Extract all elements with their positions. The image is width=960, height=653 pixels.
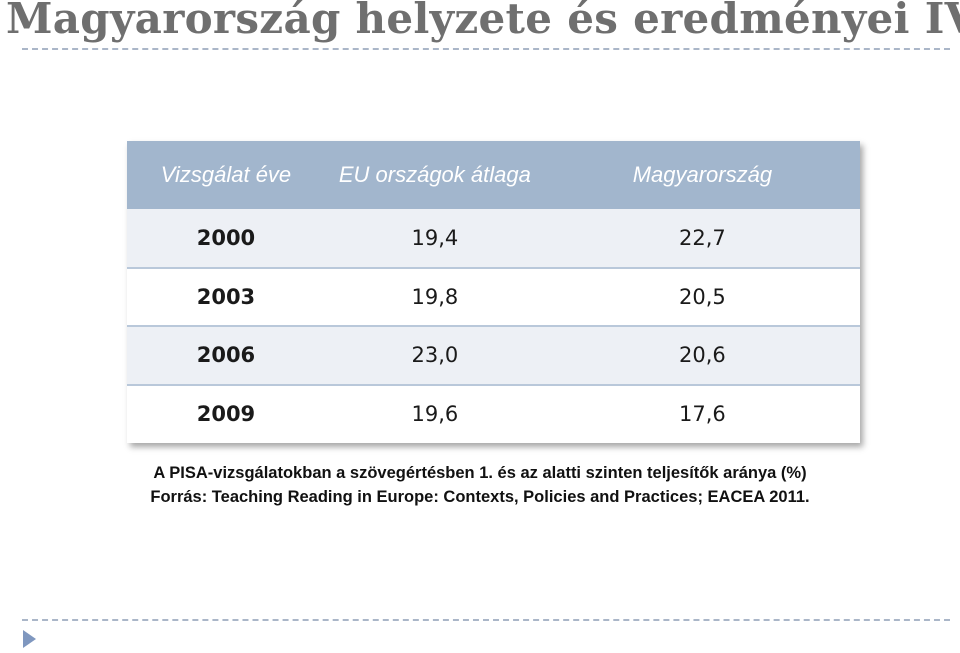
hu-value-cell: 20,5 — [544, 266, 860, 326]
top-divider — [22, 48, 950, 50]
hu-value-cell: 20,6 — [544, 325, 860, 385]
table-caption: A PISA-vizsgálatokban a szövegértésben 1… — [153, 464, 807, 482]
header-year: Vizsgálat éve — [160, 162, 292, 187]
bottom-divider — [22, 619, 950, 621]
slide-title: Magyarország helyzete és eredményei IV. — [6, 0, 960, 43]
table-row: 2000 19,4 22,7 — [127, 209, 860, 268]
hu-value-cell: 22,7 — [679, 225, 726, 250]
year-cell: 2006 — [127, 325, 325, 385]
year-cell: 2003 — [127, 266, 325, 326]
eu-value-cell: 19,4 — [411, 225, 459, 250]
table-header-row: Vizsgálat éve EU országok átlaga Magyaro… — [127, 141, 860, 209]
eu-value-cell: 19,6 — [324, 383, 545, 443]
header-hungary: Magyarország — [632, 162, 773, 187]
table-row: 2003 19,8 20,5 — [127, 266, 860, 326]
table-row: 2006 23,0 20,6 — [127, 325, 860, 385]
hu-value-cell: 17,6 — [544, 383, 860, 443]
table-row: 2009 19,6 17,6 — [127, 383, 860, 443]
year-cell: 2009 — [127, 383, 325, 443]
results-table: Vizsgálat éve EU országok átlaga Magyaro… — [127, 141, 860, 443]
source-note: Forrás: Teaching Reading in Europe: Cont… — [150, 488, 810, 506]
year-cell: 2000 — [196, 225, 256, 250]
eu-value-cell: 19,8 — [324, 266, 545, 326]
header-eu-average: EU országok átlaga — [338, 162, 531, 187]
triangle-right-icon — [23, 630, 36, 648]
eu-value-cell: 23,0 — [324, 325, 545, 385]
